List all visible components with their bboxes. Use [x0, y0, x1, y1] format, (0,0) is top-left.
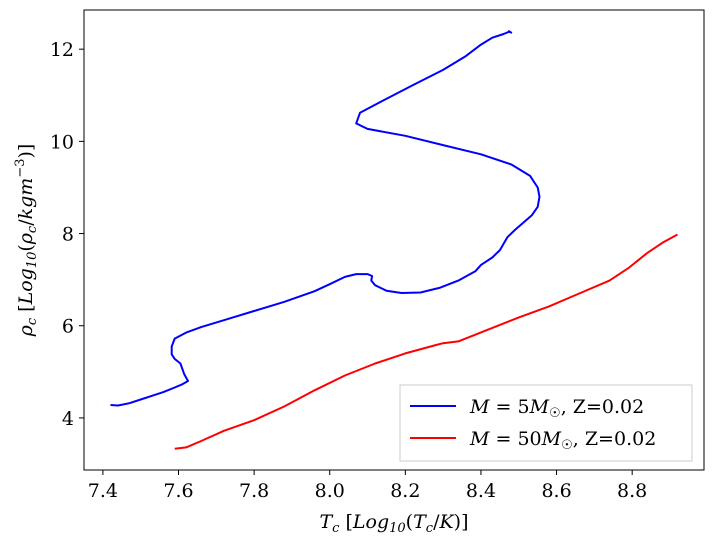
x-tick-label: 8.0 — [315, 480, 345, 502]
legend: M = 5M☉, Z=0.02 M = 50M☉, Z=0.02 — [399, 384, 693, 462]
x-tick-label: 7.6 — [163, 480, 193, 502]
ticks-layer: 7.4 7.6 7.8 8.0 8.2 8.4 8.6 8.8 4 6 8 10 12 — [50, 39, 647, 502]
x-tick-label: 7.8 — [239, 480, 269, 502]
y-tick-label: 6 — [62, 316, 74, 338]
x-tick-label: 7.4 — [88, 480, 118, 502]
plot-frame — [83, 9, 705, 471]
legend-label-50msun: M = 50M☉, Z=0.02 — [469, 428, 656, 453]
y-tick-label: 12 — [50, 39, 74, 61]
y-tick-label: 4 — [62, 408, 74, 430]
x-axis-label: Tc [Log10(Tc/K)] — [319, 511, 468, 536]
x-tick-label: 8.8 — [617, 480, 647, 502]
y-tick-label: 10 — [50, 131, 74, 153]
legend-box — [399, 384, 693, 462]
legend-label-5msun: M = 5M☉, Z=0.02 — [469, 396, 644, 421]
series-line-1 — [174, 233, 678, 450]
x-tick-label: 8.2 — [390, 480, 420, 502]
series-layer — [110, 29, 678, 450]
y-tick-label: 8 — [62, 224, 74, 246]
y-axis-label: ρc [Log10(ρc/kgm−3)] — [13, 144, 40, 338]
x-tick-label: 8.6 — [541, 480, 571, 502]
x-tick-label: 8.4 — [466, 480, 496, 502]
series-line-0 — [110, 29, 541, 407]
